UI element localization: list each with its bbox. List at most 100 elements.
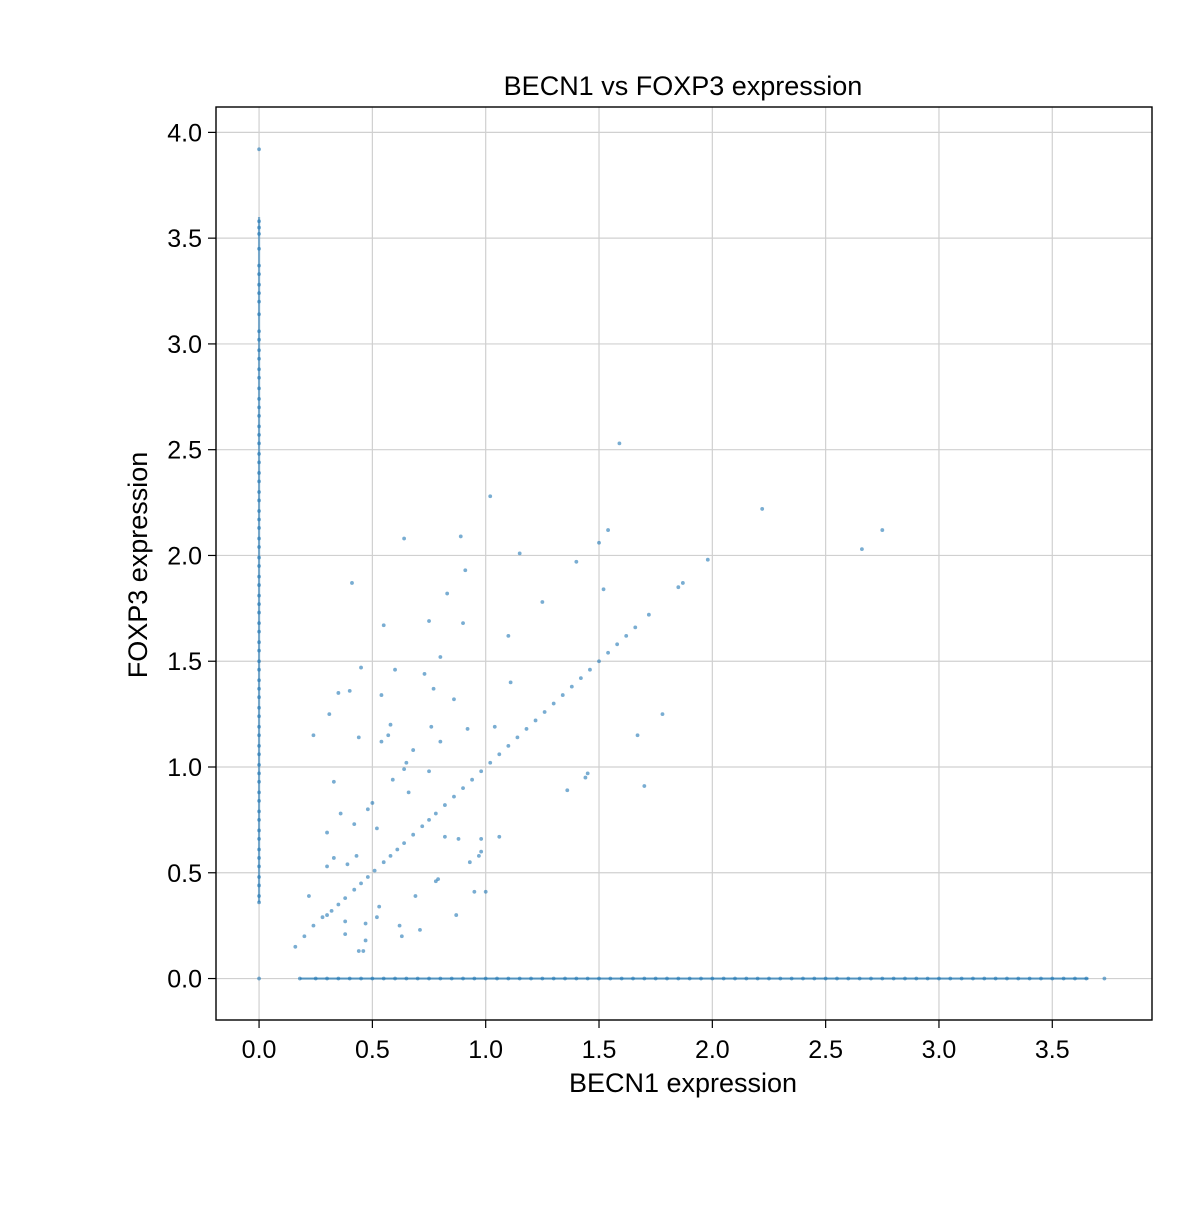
scatter-point <box>680 581 685 585</box>
scatter-point <box>676 585 681 590</box>
scatter-point <box>411 832 416 837</box>
x-tick-label: 1.0 <box>468 1036 503 1064</box>
scatter-point <box>461 621 465 626</box>
scatter-point <box>517 551 522 556</box>
scatter-point <box>456 837 461 841</box>
scatter-point <box>427 769 431 774</box>
scatter-point <box>406 790 411 795</box>
x-tick-label: 2.0 <box>695 1036 730 1064</box>
axes-frame <box>215 106 1153 1021</box>
scatter-point <box>479 837 484 841</box>
y-axis-label: FOXP3 expression <box>123 452 153 679</box>
scatter-point <box>533 718 538 723</box>
scatter-point <box>343 896 348 901</box>
scatter-point <box>479 849 484 854</box>
y-tick-label: 0.5 <box>167 860 202 888</box>
scatter-point <box>402 767 407 772</box>
scatter-point <box>443 834 447 839</box>
scatter-point <box>642 784 647 788</box>
scatter-point <box>365 807 370 812</box>
scatter-point <box>624 633 629 638</box>
scatter-point <box>347 688 352 693</box>
scatter-point <box>345 862 350 867</box>
scatter-point <box>325 864 329 869</box>
scatter-point <box>461 786 465 791</box>
scatter-point <box>388 853 393 858</box>
y-tick-label: 0.0 <box>167 966 202 994</box>
scatter-point <box>379 739 384 744</box>
scatter-point <box>492 724 497 729</box>
scatter-point <box>433 811 438 816</box>
y-tick-label: 1.0 <box>167 754 202 782</box>
scatter-point <box>429 724 434 729</box>
scatter-point <box>452 794 456 799</box>
scatter-point <box>402 841 407 846</box>
scatter-point <box>293 944 298 949</box>
scatter-point <box>569 684 574 689</box>
scatter-point <box>463 568 468 573</box>
scatter-point <box>311 733 316 738</box>
scatter-point <box>438 739 443 744</box>
scatter-point <box>307 894 311 898</box>
scatter-point <box>381 623 386 628</box>
scatter-point <box>601 587 606 592</box>
scatter-point <box>343 932 348 937</box>
scatter-point <box>377 904 382 909</box>
scatter-point <box>454 913 459 917</box>
scatter-point <box>597 540 601 545</box>
scatter-point <box>372 868 377 873</box>
y-tick-label: 3.0 <box>167 331 202 359</box>
x-tick-label: 0.5 <box>355 1036 390 1064</box>
scatter-point <box>506 633 511 638</box>
x-tick-label: 1.5 <box>582 1036 617 1064</box>
scatter-point <box>1102 976 1107 981</box>
scatter-point <box>336 902 341 907</box>
scatter-point <box>646 612 651 617</box>
scatter-point <box>331 856 336 860</box>
scatter-point <box>399 934 404 939</box>
scatter-point <box>395 847 400 852</box>
scatter-point <box>445 591 450 596</box>
scatter-point <box>452 697 456 702</box>
scatter-point <box>438 655 443 659</box>
scatter-point <box>413 894 418 898</box>
scatter-point <box>327 712 332 717</box>
scatter-point <box>420 824 425 829</box>
y-tick-label: 3.5 <box>167 225 202 253</box>
scatter-point <box>488 494 493 499</box>
scatter-point <box>574 559 579 564</box>
scatter-point <box>860 547 864 552</box>
scatter-point <box>551 701 556 706</box>
y-tick-label: 1.5 <box>167 648 202 676</box>
scatter-point <box>583 775 588 780</box>
scatter-point <box>325 913 329 917</box>
scatter-point <box>338 811 343 816</box>
scatter-point <box>331 779 336 784</box>
scatter-point <box>356 735 361 740</box>
x-tick-label: 0.0 <box>242 1036 277 1064</box>
scatter-point <box>329 908 334 913</box>
scatter-point <box>565 788 570 793</box>
scatter-point <box>488 760 493 765</box>
scatter-point <box>375 826 379 831</box>
scatter-point <box>524 727 529 731</box>
scatter-point <box>336 691 341 695</box>
scatter-point <box>370 801 375 805</box>
scatter-point <box>393 667 397 672</box>
scatter-point <box>325 830 329 835</box>
scatter-point <box>343 919 348 924</box>
axis-ticks: 0.0 0.5 1.0 1.5 2.0 2.5 3.0 3.5 0.0 0.5 1.0 1.5 2.0 2… <box>167 119 1069 1064</box>
scatter-point <box>375 915 379 920</box>
scatter-point <box>479 769 484 774</box>
scatter-point <box>760 507 765 511</box>
scatter-point <box>458 534 463 539</box>
scatter-point <box>350 581 354 585</box>
scatter-point <box>363 921 368 926</box>
scatter-point <box>578 676 583 681</box>
scatter-point <box>542 710 547 714</box>
scatter-point <box>379 693 384 697</box>
scatter-point <box>508 680 513 685</box>
scatter-point <box>402 536 407 541</box>
